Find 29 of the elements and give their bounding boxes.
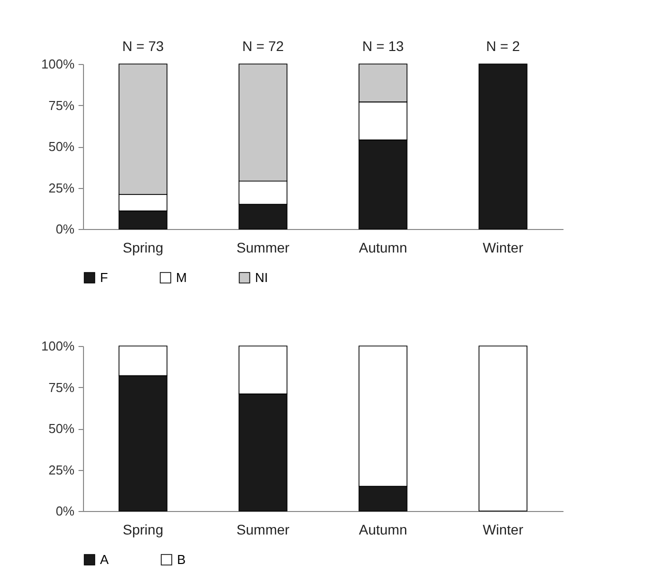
annotation: N = 2	[486, 38, 520, 54]
y-tick-label: 0%	[56, 504, 75, 518]
x-tick-label: Spring	[122, 240, 164, 256]
legend-label: F	[100, 270, 108, 285]
legend-label: M	[176, 270, 187, 285]
y-tick-label: 75%	[48, 380, 75, 395]
y-tick-label: 25%	[48, 180, 75, 196]
annotation: N = 72	[242, 38, 284, 54]
bar	[478, 64, 528, 230]
legend-label: B	[177, 552, 186, 567]
y-tick-label: 0%	[56, 222, 75, 236]
legend-label: A	[100, 552, 109, 567]
x-tick-label: Winter	[482, 522, 524, 538]
legend-label: NI	[255, 270, 268, 285]
y-tick-label: 100%	[41, 56, 75, 72]
bar	[478, 346, 528, 512]
x-tick-label: Spring	[122, 522, 164, 538]
annotation: N = 73	[122, 38, 164, 54]
y-tick-label: 50%	[48, 421, 75, 436]
y-tick-label: 100%	[41, 338, 75, 354]
x-tick-label: Summer	[236, 240, 290, 256]
x-tick-label: Summer	[236, 522, 290, 538]
x-tick-label: Autumn	[358, 240, 408, 256]
x-tick-label: Autumn	[358, 522, 408, 538]
y-tick-label: 25%	[48, 462, 75, 478]
x-tick-label: Winter	[482, 240, 524, 256]
y-tick-label: 50%	[48, 139, 75, 154]
y-tick-label: 75%	[48, 98, 75, 113]
annotation: N = 13	[362, 38, 404, 54]
